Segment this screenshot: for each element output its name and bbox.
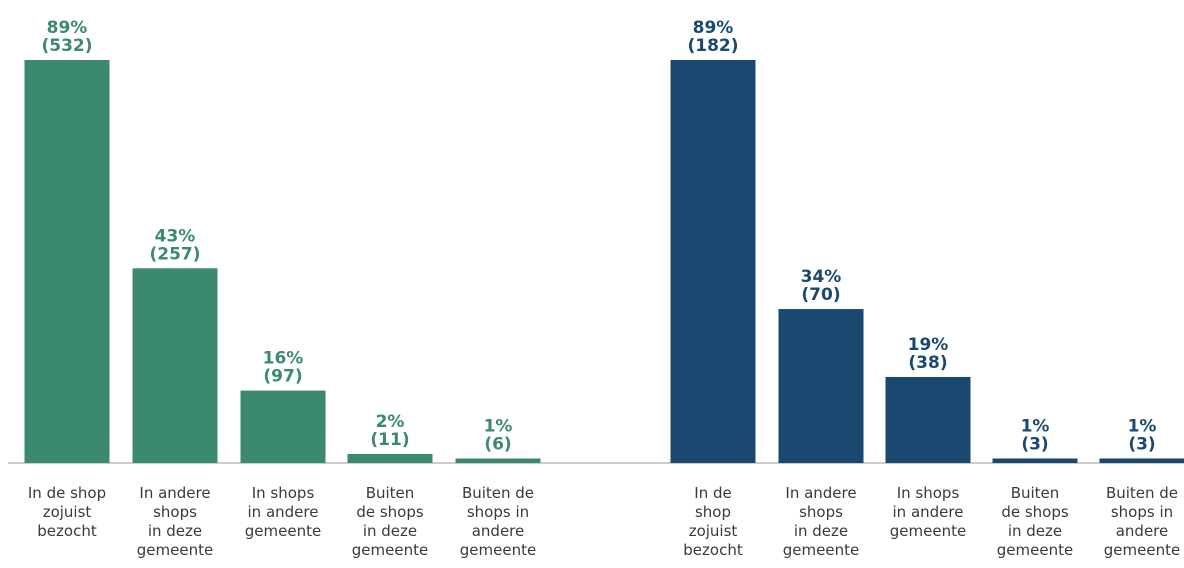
bar-2-4	[992, 458, 1078, 463]
count-label-2-4: (3)	[1021, 434, 1048, 454]
value-label-2-4: 1%	[1021, 416, 1050, 436]
category-label-2-2-line-2: shops	[799, 503, 843, 521]
value-label-2-1: 89%	[693, 18, 734, 38]
category-label-2-4-line-3: in deze	[1008, 522, 1062, 540]
category-label-1-5-line-4: gemeente	[460, 541, 536, 559]
category-label-1-5-line-2: shops in	[467, 503, 529, 521]
category-label-2-3-line-3: gemeente	[890, 522, 966, 540]
count-label-2-3: (38)	[908, 353, 947, 373]
category-label-1-4-line-4: gemeente	[352, 541, 428, 559]
category-label-2-3-line-1: In shops	[897, 484, 960, 502]
category-label-1-4-line-2: de shops	[356, 503, 424, 521]
category-label-2-1-line-2: shop	[695, 503, 731, 521]
category-label-2-5-line-3: andere	[1116, 522, 1169, 540]
value-label-1-1: 89%	[47, 18, 88, 38]
category-label-2-1-line-3: zojuist	[689, 522, 738, 540]
category-label-1-2-line-4: gemeente	[137, 541, 213, 559]
category-label-2-4-line-1: Buiten	[1011, 484, 1060, 502]
count-label-1-5: (6)	[484, 434, 511, 454]
count-label-1-2: (257)	[149, 244, 200, 264]
category-label-1-1-line-3: bezocht	[37, 522, 97, 540]
category-label-1-1-line-2: zojuist	[43, 503, 92, 521]
value-label-1-5: 1%	[484, 416, 513, 436]
category-label-1-5-line-1: Buiten de	[462, 484, 534, 502]
count-label-1-4: (11)	[370, 430, 409, 450]
category-label-2-5-line-2: shops in	[1111, 503, 1173, 521]
value-label-1-4: 2%	[376, 412, 405, 432]
count-label-1-1: (532)	[41, 36, 92, 56]
category-label-2-2-line-1: In andere	[785, 484, 856, 502]
category-label-1-4-line-3: in deze	[363, 522, 417, 540]
bar-1-2	[132, 268, 218, 463]
count-label-1-3: (97)	[263, 367, 302, 387]
bar-1-4	[347, 453, 433, 463]
value-label-1-3: 16%	[263, 349, 304, 369]
category-label-1-5-line-3: andere	[472, 522, 525, 540]
count-label-2-1: (182)	[687, 36, 738, 56]
category-label-1-2-line-2: shops	[153, 503, 197, 521]
category-label-1-3-line-1: In shops	[252, 484, 315, 502]
category-label-1-2-line-3: in deze	[148, 522, 202, 540]
count-label-2-2: (70)	[801, 285, 840, 305]
category-label-1-4-line-1: Buiten	[366, 484, 415, 502]
bar-1-3	[240, 390, 326, 463]
category-label-1-2-line-1: In andere	[139, 484, 210, 502]
category-label-2-1-line-4: bezocht	[683, 541, 743, 559]
bar-1-1	[24, 60, 110, 463]
value-label-2-5: 1%	[1128, 416, 1157, 436]
category-label-2-4-line-4: gemeente	[997, 541, 1073, 559]
category-label-2-5-line-4: gemeente	[1104, 541, 1180, 559]
bar-2-1	[670, 60, 756, 463]
bar-2-2	[778, 309, 864, 463]
bar-2-5	[1099, 458, 1184, 463]
category-label-2-3-line-2: in andere	[893, 503, 964, 521]
count-label-2-5: (3)	[1128, 434, 1155, 454]
bar-1-5	[455, 458, 541, 463]
category-label-2-2-line-4: gemeente	[783, 541, 859, 559]
category-label-2-4-line-2: de shops	[1001, 503, 1069, 521]
category-label-1-3-line-3: gemeente	[245, 522, 321, 540]
bar-2-3	[885, 376, 971, 463]
category-label-1-1-line-1: In de shop	[28, 484, 106, 502]
value-label-2-2: 34%	[801, 267, 842, 287]
category-label-1-3-line-2: in andere	[248, 503, 319, 521]
value-label-2-3: 19%	[908, 335, 949, 355]
category-label-2-2-line-3: in deze	[794, 522, 848, 540]
category-label-2-1-line-1: In de	[694, 484, 731, 502]
value-label-1-2: 43%	[155, 226, 196, 246]
category-label-2-5-line-1: Buiten de	[1106, 484, 1178, 502]
